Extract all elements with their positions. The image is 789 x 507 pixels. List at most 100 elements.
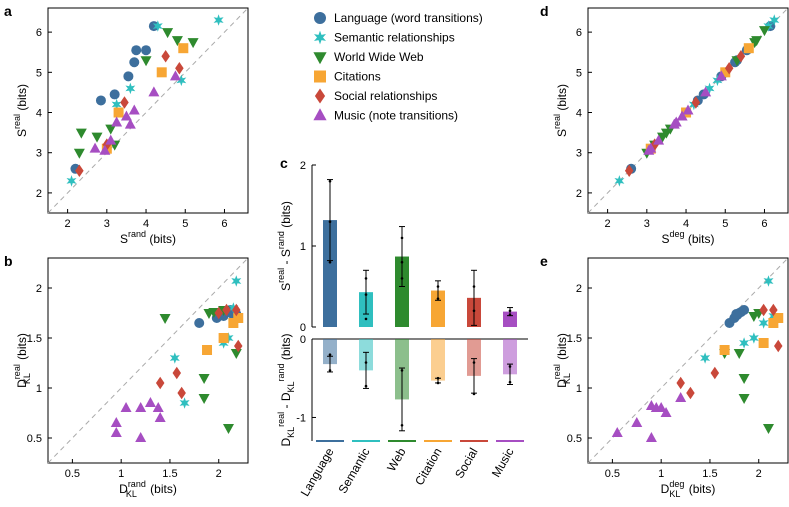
dot-bottom-semantic <box>364 361 368 364</box>
point-a-language <box>141 45 152 56</box>
point-b-music <box>135 402 147 412</box>
point-b-social <box>214 306 223 320</box>
y-tick-label-d: 4 <box>576 108 582 120</box>
c-top-tick-label: 1 <box>300 241 306 253</box>
point-a-language <box>95 95 106 106</box>
category-label-music: Music <box>489 446 517 480</box>
x-tick-label-a: 3 <box>104 218 110 230</box>
legend-label-semantic: Semantic relationships <box>334 31 455 45</box>
point-e-music <box>631 417 643 427</box>
point-e-music <box>675 392 687 402</box>
point-e-semantic <box>748 332 759 344</box>
y-tick-label-e: 0.5 <box>567 433 582 445</box>
y-tick-label-d: 6 <box>576 27 582 39</box>
point-a-music <box>89 142 101 153</box>
y-tick-label-a: 5 <box>36 67 42 79</box>
point-a-semantic <box>152 20 163 32</box>
bar-top-language <box>323 220 337 327</box>
x-tick-label-b: 1 <box>118 468 124 480</box>
point-b-music <box>120 402 132 412</box>
point-a-web <box>105 124 117 135</box>
point-b-social <box>232 303 241 317</box>
c-bottom-y-label: DKLreal - DKLrand (bits) <box>276 333 296 446</box>
legend-label-social: Social relationships <box>334 89 437 103</box>
point-e-web <box>762 424 774 434</box>
point-a-social <box>175 62 184 75</box>
bar-bottom-language <box>323 339 337 365</box>
category-label-semantic: Semantic <box>335 446 372 496</box>
axes-box-d <box>587 7 789 214</box>
point-b-music <box>135 432 147 442</box>
dot-top-citation <box>436 285 440 288</box>
c-bottom-tick-label: -1 <box>296 412 306 424</box>
x-tick-label-b: 2 <box>216 468 222 480</box>
panel-label-d: d <box>540 3 549 19</box>
point-a-web <box>162 28 174 39</box>
point-d-social <box>691 96 701 109</box>
y-axis-label-b: DrealKL (bits) <box>12 333 32 388</box>
point-a-social <box>120 96 129 109</box>
y-tick-label-b: 2 <box>36 283 42 295</box>
legend-marker-web <box>313 52 327 65</box>
dot-bottom-music <box>508 380 512 384</box>
point-a-language <box>131 45 142 56</box>
point-b-semantic <box>228 302 239 314</box>
point-a-citation <box>156 67 167 78</box>
point-e-citation <box>773 313 784 323</box>
dot-bottom-language <box>328 353 332 356</box>
point-b-semantic <box>231 275 242 287</box>
point-d-web <box>657 132 669 143</box>
point-b-social <box>222 303 231 317</box>
point-a-music <box>169 70 181 81</box>
dot-top-web <box>400 260 404 264</box>
diagonal-line-e <box>587 257 789 464</box>
point-d-music <box>668 118 680 129</box>
point-e-social <box>773 339 783 353</box>
point-e-social <box>759 303 768 317</box>
legend-marker-music <box>313 108 327 121</box>
legend-label-citation: Citations <box>334 70 381 84</box>
panel-label-a: a <box>4 3 12 19</box>
y-tick-label-e: 1 <box>576 383 582 395</box>
axes-box-a <box>47 7 249 214</box>
point-e-music <box>645 432 657 442</box>
point-d-social <box>724 62 734 75</box>
x-tick-label-d: 5 <box>722 218 728 230</box>
y-tick-label-a: 4 <box>36 108 42 120</box>
point-e-music <box>660 407 672 417</box>
dot-bottom-language <box>328 369 332 372</box>
x-tick-label-d: 2 <box>605 218 611 230</box>
point-d-semantic <box>704 82 715 95</box>
point-e-language <box>739 305 750 315</box>
bar-bottom-music <box>503 339 517 375</box>
point-a-web <box>171 36 183 47</box>
point-d-semantic <box>614 175 625 187</box>
point-a-music <box>105 134 117 145</box>
point-b-web <box>198 374 210 384</box>
point-b-music <box>154 412 166 422</box>
dot-bottom-music <box>508 365 512 368</box>
point-b-social <box>155 376 165 390</box>
point-a-semantic <box>111 98 122 111</box>
y-tick-label-a: 6 <box>36 27 42 39</box>
point-b-social <box>172 366 182 380</box>
y-axis-label-d: Sreal (bits) <box>552 84 569 137</box>
point-d-music <box>676 110 688 121</box>
point-a-social <box>75 164 84 178</box>
point-a-music <box>128 104 140 115</box>
y-axis-label-a: Sreal (bits) <box>12 84 29 137</box>
point-e-social <box>686 386 695 400</box>
y-tick-label-b: 0.5 <box>27 433 42 445</box>
point-e-language <box>731 309 742 319</box>
point-b-web <box>159 314 171 324</box>
point-b-web <box>222 424 234 434</box>
category-label-language: Language <box>298 445 337 499</box>
point-b-semantic <box>218 337 229 349</box>
category-label-citation: Citation <box>412 446 444 488</box>
point-e-citation <box>719 345 730 355</box>
bar-bottom-citation <box>431 339 445 381</box>
y-tick-label-e: 1.5 <box>567 333 582 345</box>
axes-box-e <box>587 257 789 464</box>
point-a-music <box>99 144 111 155</box>
